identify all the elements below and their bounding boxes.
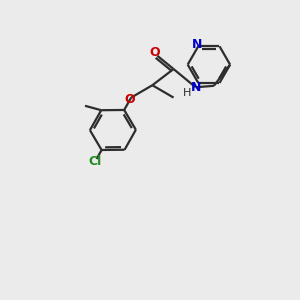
Text: O: O — [124, 93, 135, 106]
Text: H: H — [183, 88, 192, 98]
Text: O: O — [150, 46, 160, 59]
Text: N: N — [190, 81, 201, 94]
Text: N: N — [192, 38, 202, 51]
Text: Cl: Cl — [88, 155, 102, 168]
